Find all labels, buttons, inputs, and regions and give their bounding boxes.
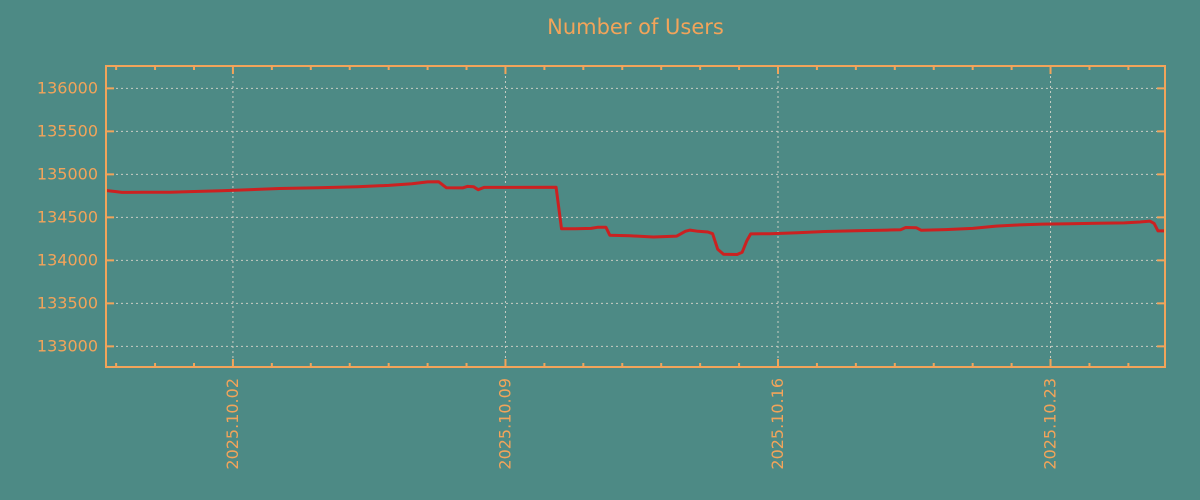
y-tick-label: 133500 [37, 293, 98, 312]
plot-border [105, 65, 1166, 368]
y-tick-label: 134000 [37, 250, 98, 269]
x-tick-label: 2025.10.02 [223, 378, 242, 470]
y-tick-label: 135500 [37, 121, 98, 140]
chart-title: Number of Users [547, 15, 724, 39]
series-line [105, 180, 1165, 256]
y-tick-label: 133000 [37, 336, 98, 355]
x-tick-label: 2025.10.16 [768, 378, 787, 470]
y-tick-label: 134500 [37, 207, 98, 226]
y-tick-label: 135000 [37, 164, 98, 183]
y-tick-label: 136000 [37, 78, 98, 97]
x-tick-label: 2025.10.23 [1041, 378, 1060, 470]
x-tick-label: 2025.10.09 [495, 378, 514, 470]
